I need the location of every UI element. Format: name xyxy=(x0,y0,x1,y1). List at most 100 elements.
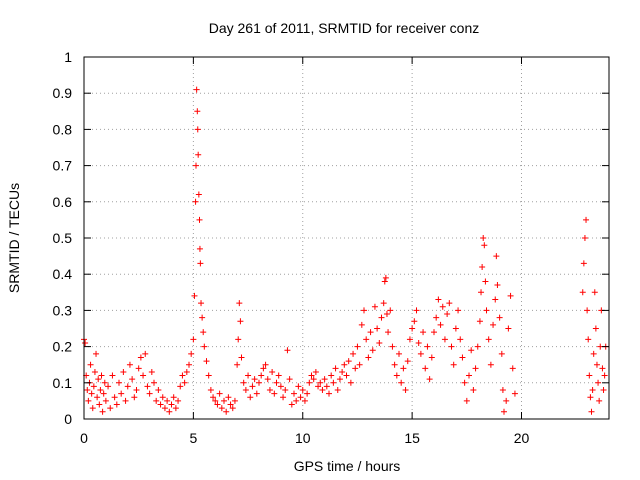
data-point xyxy=(214,401,221,408)
data-point xyxy=(234,361,241,368)
data-point xyxy=(367,329,374,336)
data-point xyxy=(312,368,319,375)
data-point xyxy=(183,368,190,375)
data-point xyxy=(275,372,282,379)
data-point xyxy=(122,397,129,404)
data-point xyxy=(95,376,102,383)
data-point xyxy=(356,361,363,368)
data-point xyxy=(170,394,177,401)
data-point xyxy=(193,86,200,93)
data-point xyxy=(409,325,416,332)
data-point xyxy=(413,307,420,314)
data-point xyxy=(280,394,287,401)
data-point xyxy=(584,307,591,314)
y-axis-label: SRMTID / TECUs xyxy=(6,183,22,293)
data-point xyxy=(118,390,125,397)
data-point xyxy=(424,343,431,350)
data-point xyxy=(87,361,94,368)
data-point xyxy=(441,336,448,343)
data-point xyxy=(345,358,352,365)
data-point xyxy=(216,390,223,397)
data-point xyxy=(474,343,481,350)
data-point xyxy=(161,405,168,412)
data-point xyxy=(470,387,477,394)
data-point xyxy=(144,383,151,390)
data-point xyxy=(343,372,350,379)
data-point xyxy=(358,321,365,328)
data-point xyxy=(291,390,297,397)
data-point xyxy=(350,350,357,357)
data-point xyxy=(113,401,120,408)
data-point xyxy=(400,365,407,372)
data-point xyxy=(221,397,227,404)
data-point xyxy=(82,339,89,346)
data-point xyxy=(133,387,140,394)
x-tick-label: 10 xyxy=(295,430,311,446)
data-point xyxy=(580,260,587,267)
data-point xyxy=(193,162,199,169)
data-point xyxy=(593,361,600,368)
grid-lines xyxy=(84,57,609,419)
data-point xyxy=(102,397,109,404)
data-point xyxy=(511,390,518,397)
data-point xyxy=(376,339,383,346)
data-point xyxy=(85,397,92,404)
data-point xyxy=(135,365,142,372)
data-point xyxy=(317,379,324,386)
data-point xyxy=(437,321,444,328)
data-point xyxy=(249,383,256,390)
data-point xyxy=(207,387,214,394)
data-point xyxy=(444,311,451,318)
y-tick-label: 0.7 xyxy=(53,158,73,174)
data-point xyxy=(501,408,507,415)
data-point xyxy=(387,307,394,314)
data-point xyxy=(295,383,302,390)
data-point xyxy=(205,372,212,379)
data-point xyxy=(326,390,332,397)
data-point xyxy=(109,372,116,379)
data-point xyxy=(258,372,265,379)
x-tick-label: 20 xyxy=(514,430,530,446)
data-point xyxy=(301,397,308,404)
data-point xyxy=(245,372,252,379)
data-point xyxy=(321,376,328,383)
data-point xyxy=(89,405,96,412)
data-point xyxy=(596,397,603,404)
data-point xyxy=(253,390,260,397)
data-point xyxy=(288,401,295,408)
data-point xyxy=(483,307,490,314)
data-point xyxy=(509,365,516,372)
data-point xyxy=(479,263,486,270)
data-point xyxy=(482,278,489,285)
data-point xyxy=(328,372,335,379)
data-point xyxy=(98,372,105,379)
data-point xyxy=(229,405,236,412)
x-tick-label: 5 xyxy=(189,430,197,446)
data-point xyxy=(157,401,164,408)
data-point xyxy=(172,405,179,412)
data-point xyxy=(93,350,100,357)
data-point xyxy=(100,390,107,397)
data-point xyxy=(235,336,242,343)
data-point xyxy=(505,325,512,332)
data-point xyxy=(588,408,595,415)
y-tick-label: 0.3 xyxy=(53,302,73,318)
data-point xyxy=(404,358,411,365)
axis-ticks xyxy=(83,56,609,420)
y-tick-labels: 0 0.1 0.2 0.3 0.4 0.5 0.6 0.7 0.8 0.9 1 xyxy=(53,49,73,427)
data-point xyxy=(284,347,291,354)
data-point xyxy=(389,343,396,350)
data-point xyxy=(371,303,378,310)
y-tick-label: 1 xyxy=(64,49,72,65)
y-tick-label: 0.6 xyxy=(53,194,73,210)
data-point xyxy=(589,387,596,394)
data-point xyxy=(330,379,337,386)
data-point xyxy=(260,365,267,372)
data-point xyxy=(341,361,348,368)
data-point xyxy=(201,343,208,350)
data-point xyxy=(304,390,311,397)
data-point xyxy=(426,376,433,383)
y-tick-label: 0.2 xyxy=(53,339,73,355)
data-point xyxy=(286,376,293,383)
